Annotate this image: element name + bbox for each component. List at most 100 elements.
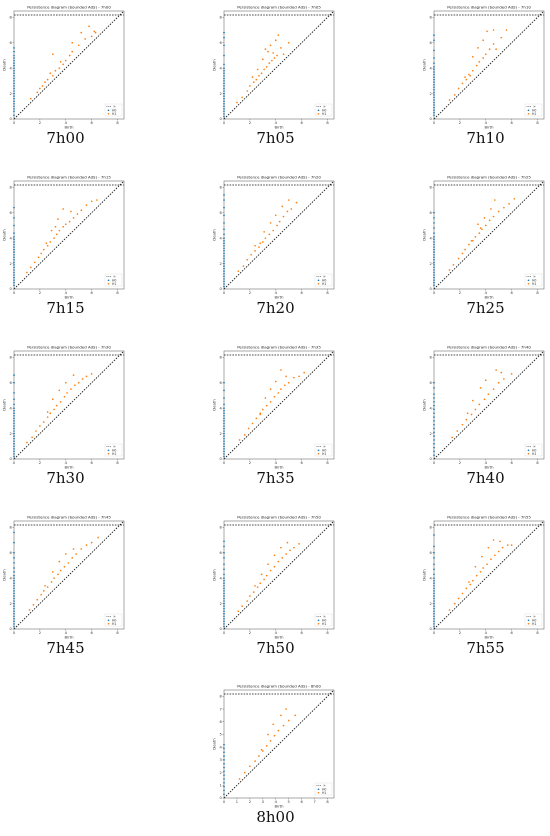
h0-point bbox=[13, 266, 15, 269]
h0-point bbox=[13, 232, 15, 234]
h1-point bbox=[77, 44, 80, 47]
h0-point bbox=[223, 74, 225, 77]
legend-box bbox=[104, 443, 123, 457]
y-axis-label: Death bbox=[212, 399, 217, 411]
h0-point bbox=[433, 66, 435, 68]
h0-point bbox=[433, 62, 435, 64]
panel-caption: 7h45 bbox=[46, 639, 85, 657]
x-tick-label: 8 bbox=[536, 121, 539, 125]
legend-h0-swatch bbox=[107, 449, 110, 452]
h1-point bbox=[62, 63, 65, 66]
h0-point bbox=[13, 243, 15, 246]
h1-point bbox=[280, 388, 282, 390]
h1-point bbox=[62, 208, 65, 210]
h1-point bbox=[500, 36, 503, 39]
h1-point bbox=[45, 242, 48, 245]
h1-point bbox=[471, 399, 474, 402]
x-tick-label: 2 bbox=[249, 631, 251, 635]
h0-point bbox=[223, 545, 225, 548]
h1-point bbox=[250, 253, 253, 256]
h0-point bbox=[433, 261, 435, 264]
x-tick-label: 4 bbox=[275, 461, 278, 465]
h1-point bbox=[51, 74, 54, 77]
h0-point bbox=[223, 600, 225, 602]
h0-point bbox=[223, 242, 225, 245]
diagonal-line bbox=[13, 520, 125, 630]
h0-point bbox=[223, 582, 225, 585]
h0-point bbox=[223, 607, 225, 610]
h0-point bbox=[433, 253, 435, 256]
h1-point bbox=[66, 392, 68, 394]
h1-point bbox=[495, 48, 497, 50]
legend-infinity-label: ∞ bbox=[113, 275, 116, 279]
h1-point bbox=[497, 550, 500, 553]
h1-point bbox=[58, 389, 61, 392]
h0-point bbox=[13, 567, 15, 569]
y-tick-label: 0 bbox=[430, 287, 433, 291]
panel-caption: 7h35 bbox=[256, 469, 295, 487]
x-axis-label: Birth bbox=[64, 295, 74, 300]
h1-point bbox=[39, 425, 41, 427]
h0-point bbox=[433, 251, 435, 254]
h1-point bbox=[36, 91, 39, 94]
x-tick-label: 0 bbox=[223, 121, 226, 125]
h1-point bbox=[298, 543, 300, 545]
legend-h1-label: H1 bbox=[112, 112, 116, 116]
h1-point bbox=[487, 393, 490, 396]
x-tick-label: 6 bbox=[90, 631, 93, 635]
h1-point bbox=[471, 55, 474, 58]
x-tick-label: 8 bbox=[326, 631, 329, 635]
h1-point bbox=[277, 729, 280, 732]
h1-point bbox=[57, 218, 59, 220]
x-tick-label: 2 bbox=[39, 121, 41, 125]
h0-point bbox=[13, 435, 15, 437]
h1-point bbox=[49, 72, 52, 75]
h1-point bbox=[64, 59, 67, 62]
legend-h0-label: H0 bbox=[112, 108, 116, 112]
h0-point bbox=[13, 95, 15, 97]
chart-panel: Persistence diagram (bounded AdS) - 8h00… bbox=[212, 681, 338, 836]
h1-point bbox=[254, 584, 256, 587]
x-tick-label: 4 bbox=[485, 291, 488, 295]
h0-point bbox=[223, 789, 225, 792]
h1-point bbox=[287, 41, 290, 44]
h1-point bbox=[268, 62, 271, 64]
x-axis-label: Birth bbox=[274, 465, 284, 470]
h1-point bbox=[97, 536, 99, 539]
h1-point bbox=[71, 41, 74, 44]
h1-point bbox=[62, 225, 65, 228]
h1-point bbox=[26, 271, 28, 274]
h1-point bbox=[492, 388, 495, 390]
h1-point bbox=[482, 57, 485, 59]
h0-point bbox=[13, 87, 15, 90]
h0-point bbox=[433, 605, 435, 607]
y-axis-label: Death bbox=[2, 399, 7, 411]
h1-point bbox=[506, 544, 509, 546]
panel-caption: 7h40 bbox=[466, 469, 505, 487]
h1-point bbox=[510, 544, 513, 546]
h1-point bbox=[479, 570, 482, 573]
h0-point bbox=[433, 279, 435, 281]
h0-point bbox=[13, 407, 15, 410]
h1-point bbox=[80, 548, 83, 550]
h0-point bbox=[223, 755, 225, 757]
h0-point bbox=[13, 590, 15, 592]
legend-h0-swatch bbox=[317, 449, 320, 452]
h1-point bbox=[277, 392, 280, 394]
h1-point bbox=[461, 252, 464, 255]
h1-point bbox=[469, 74, 472, 77]
h1-point bbox=[508, 203, 510, 205]
h0-point bbox=[13, 430, 15, 432]
h1-point bbox=[264, 48, 267, 50]
legend-h0-label: H0 bbox=[532, 278, 536, 282]
h0-point bbox=[13, 414, 15, 417]
chart-title: Persistence diagram (bounded AdS) - 7h20 bbox=[237, 175, 321, 180]
h1-point bbox=[457, 257, 460, 260]
h1-point bbox=[31, 436, 33, 439]
h1-point bbox=[58, 229, 61, 232]
h1-point bbox=[261, 241, 264, 243]
h1-point bbox=[271, 59, 273, 62]
h1-point bbox=[28, 609, 31, 611]
h1-point bbox=[59, 400, 62, 403]
h1-point bbox=[46, 416, 49, 418]
